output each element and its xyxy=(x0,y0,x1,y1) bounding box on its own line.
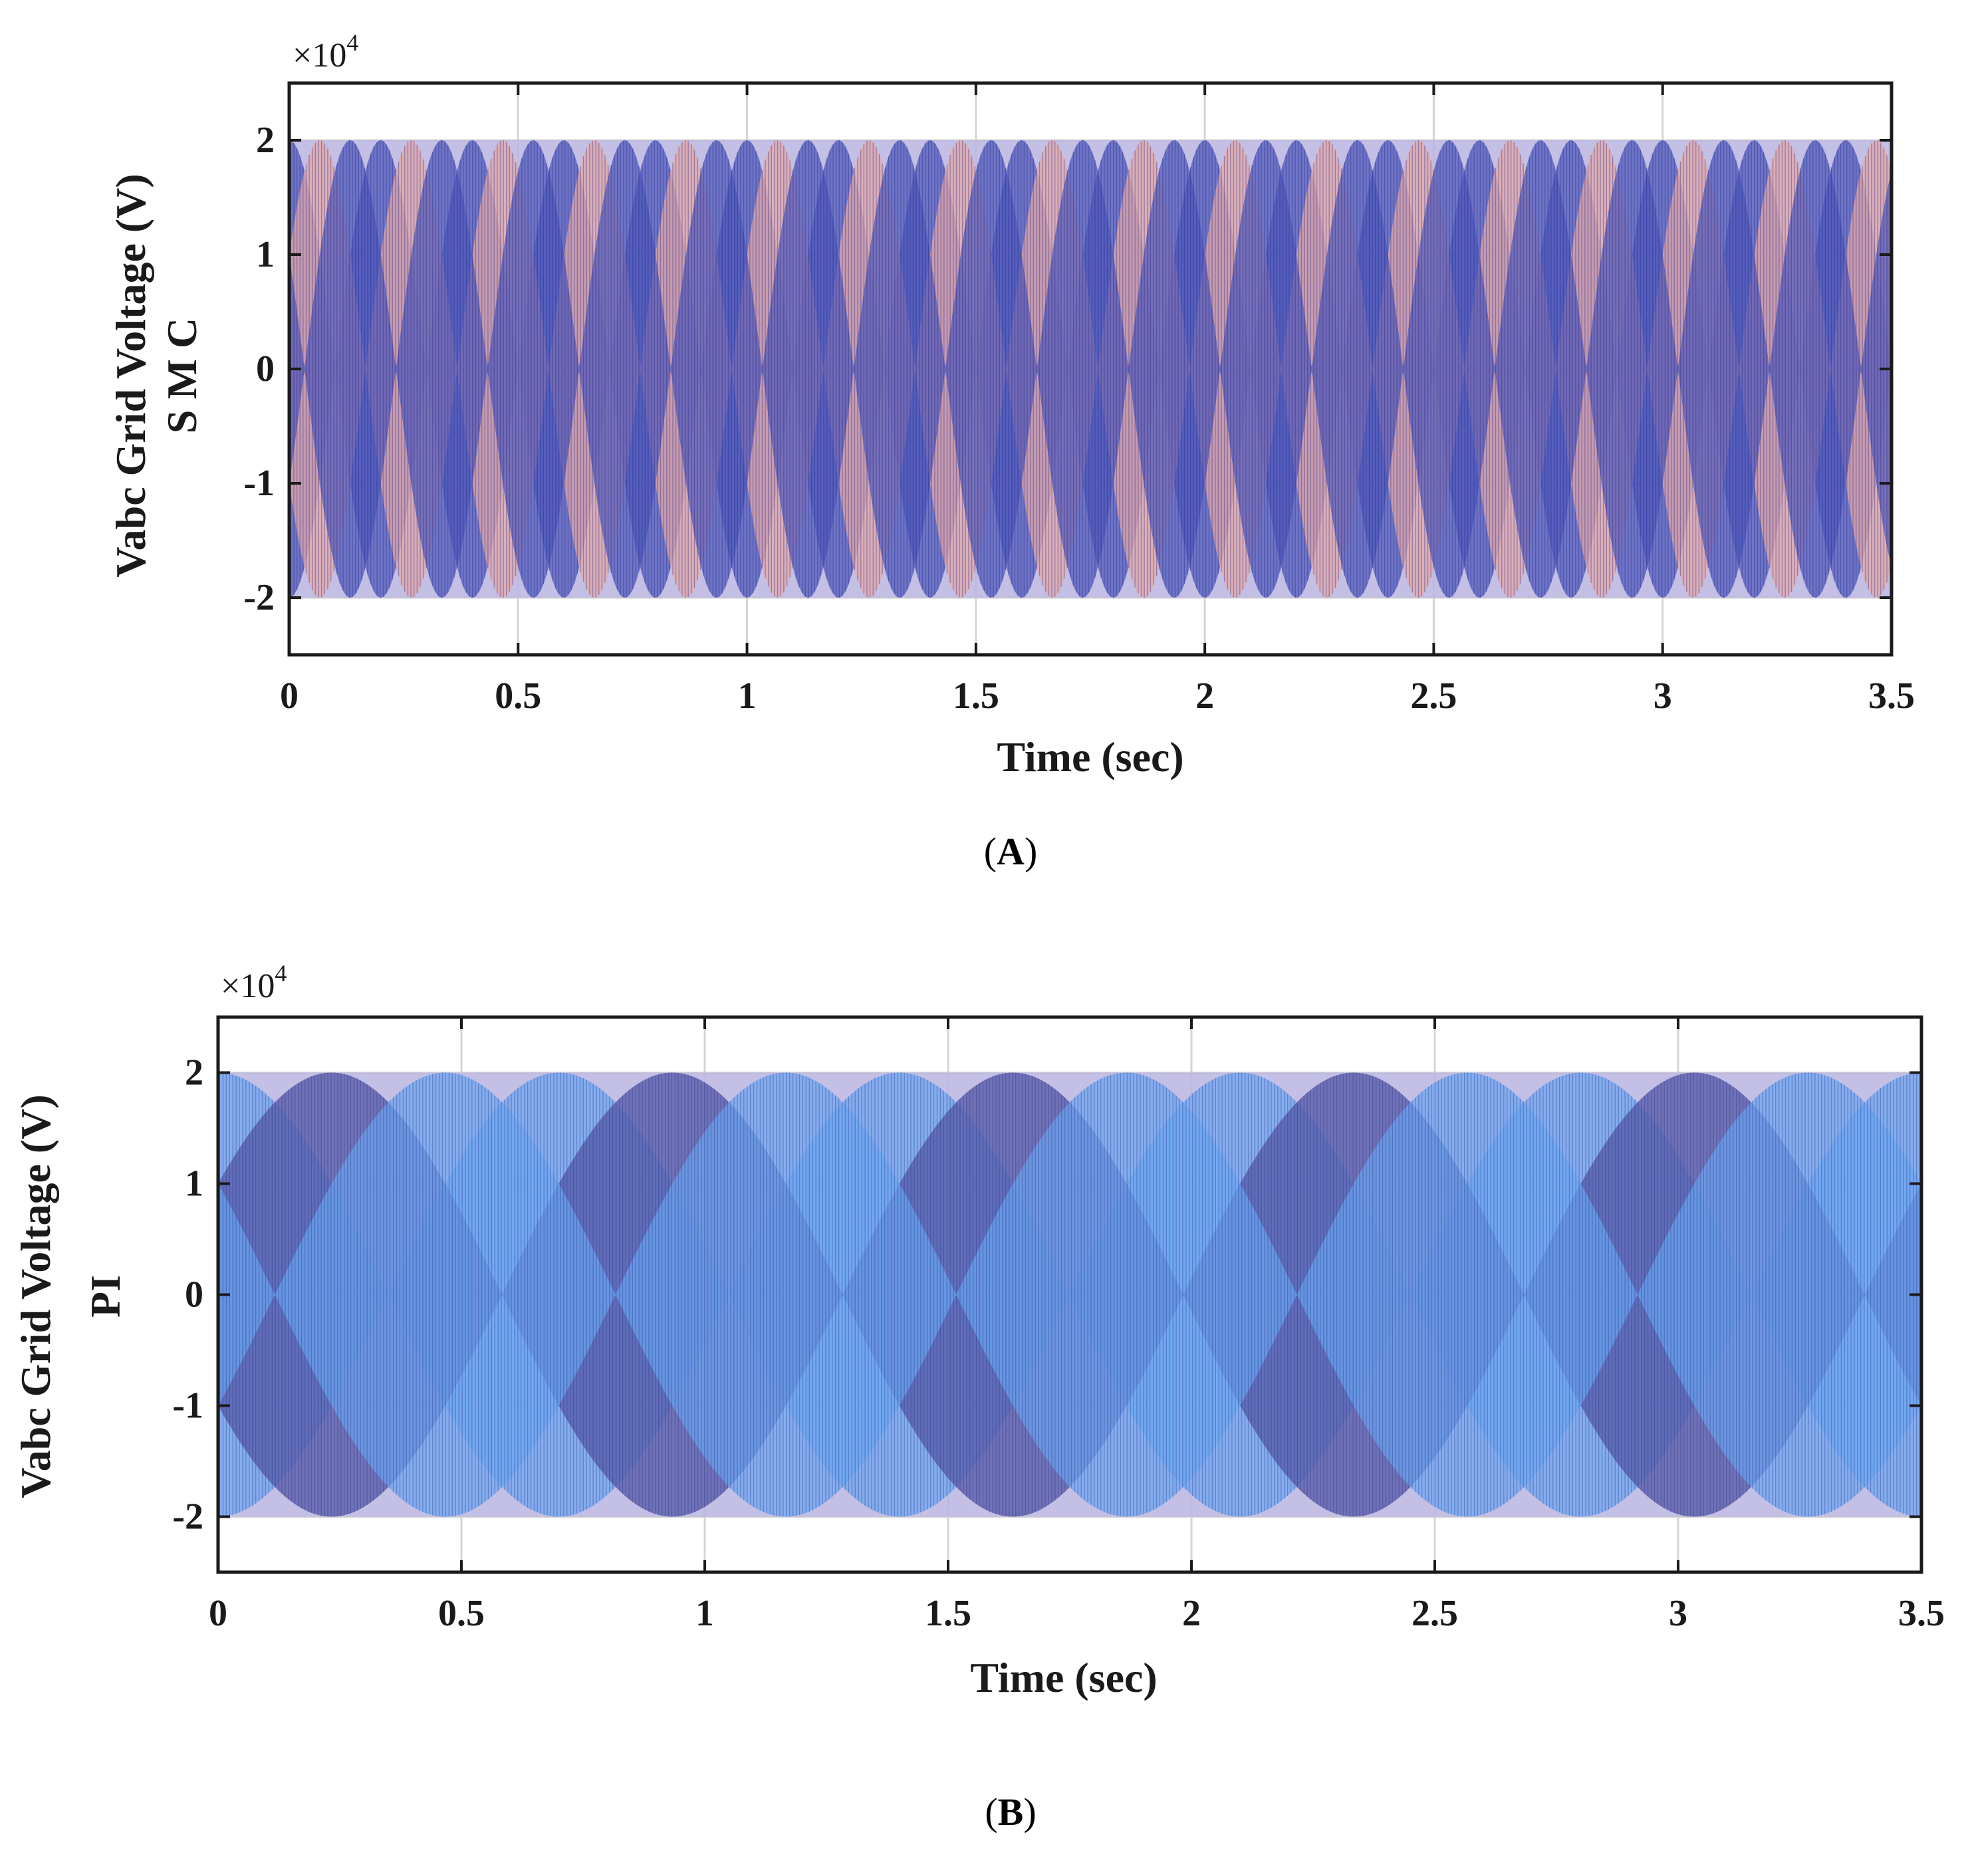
y-tick-label-b: 2 xyxy=(185,1052,203,1094)
y-tick-label-b: -2 xyxy=(172,1496,203,1538)
x-tick-label-b: 2 xyxy=(1182,1593,1201,1634)
x-tick-label-b: 2.5 xyxy=(1412,1593,1458,1634)
x-tick-label-a: 2 xyxy=(1195,675,1214,717)
carrier-stripes-b xyxy=(219,1072,1921,1517)
x-tick-label-a: 1.5 xyxy=(953,675,999,717)
x-tick-label-a: 1 xyxy=(738,675,757,717)
exponent-label-b: ×104 xyxy=(221,960,287,1005)
y-tick-label-a: -1 xyxy=(243,463,275,504)
y-tick-label-a: 1 xyxy=(256,234,275,275)
x-tick-label-a: 3 xyxy=(1654,675,1672,717)
x-tick-label-b: 3.5 xyxy=(1898,1593,1945,1634)
x-tick-label-a: 0.5 xyxy=(495,675,541,717)
y-axis-label-a: Vabc Grid Voltage (V) xyxy=(107,174,154,577)
plot-area-a: 0 0.5 1 1.5 2 2.5 3 3.5 2 1 0 -1 -2 xyxy=(243,81,1915,717)
y-axis-label-b: Vabc Grid Voltage (V) xyxy=(12,1094,59,1498)
x-axis-label-a: Time (sec) xyxy=(997,733,1183,780)
carrier-stripes-a xyxy=(290,140,1891,598)
y-tick-label-b: -1 xyxy=(172,1385,203,1427)
y-axis-label2-b: PI xyxy=(82,1275,129,1318)
x-tick-label-a: 0 xyxy=(280,675,299,717)
x-tick-label-a: 3.5 xyxy=(1868,675,1915,717)
x-tick-label-b: 1 xyxy=(695,1593,714,1634)
x-tick-label-b: 0 xyxy=(209,1593,227,1634)
caption-a: (A) xyxy=(984,830,1038,873)
plot-area-b: 0 0.5 1 1.5 2 2.5 3 3.5 2 1 0 -1 -2 xyxy=(172,1015,1945,1634)
y-tick-label-a: -2 xyxy=(243,577,275,618)
y-tick-label-a: 0 xyxy=(256,348,275,390)
y-axis-label2-a: S M C xyxy=(158,318,205,433)
exponent-label-a: ×104 xyxy=(293,29,358,74)
x-axis-label-b: Time (sec) xyxy=(970,1654,1157,1701)
x-tick-label-b: 1.5 xyxy=(925,1593,971,1634)
phase-3-fill-b xyxy=(218,1072,1921,1517)
y-tick-label-a: 2 xyxy=(256,120,275,161)
x-tick-label-a: 2.5 xyxy=(1410,675,1457,717)
phase-3-fill-a xyxy=(289,140,1892,598)
x-tick-label-b: 3 xyxy=(1669,1593,1687,1634)
y-tick-label-b: 1 xyxy=(185,1163,203,1205)
caption-b: (B) xyxy=(985,1790,1036,1833)
y-tick-label-b: 0 xyxy=(185,1274,203,1316)
x-tick-label-b: 0.5 xyxy=(438,1593,485,1634)
